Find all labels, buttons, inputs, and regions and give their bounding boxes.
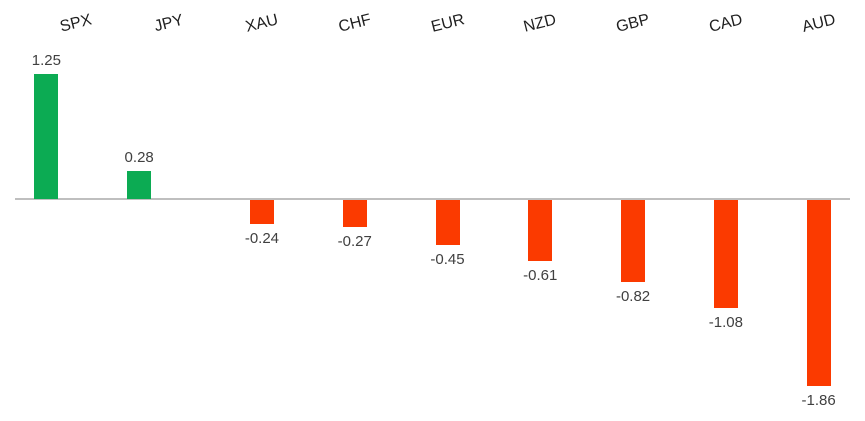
- value-label-xau: -0.24: [244, 230, 280, 247]
- category-label-chf: CHF: [336, 11, 373, 36]
- bar-xau: [249, 200, 274, 224]
- value-label-jpy: 0.28: [124, 149, 154, 166]
- value-label-gbp: -0.82: [615, 288, 651, 305]
- bar-jpy: [127, 171, 152, 199]
- bar-cad: [713, 200, 738, 308]
- value-label-aud: -1.86: [801, 392, 836, 409]
- category-label-xau: XAU: [243, 11, 280, 36]
- value-label-chf: -0.27: [337, 233, 372, 250]
- category-label-jpy: JPY: [152, 11, 186, 36]
- zero-axis-line: [15, 198, 850, 200]
- bar-spx: [34, 74, 59, 199]
- bar-eur: [435, 200, 460, 245]
- value-label-eur: -0.45: [430, 251, 465, 268]
- value-label-nzd: -0.61: [523, 267, 558, 284]
- category-label-spx: SPX: [58, 11, 94, 36]
- category-label-aud: AUD: [800, 11, 837, 36]
- category-label-cad: CAD: [707, 11, 745, 36]
- value-label-cad: -1.08: [708, 314, 743, 331]
- bar-aud: [806, 200, 831, 386]
- bar-gbp: [621, 200, 646, 282]
- value-label-spx: 1.25: [31, 52, 61, 69]
- bar-chf: [342, 200, 367, 227]
- category-label-gbp: GBP: [614, 11, 652, 36]
- category-label-eur: EUR: [428, 11, 466, 36]
- category-label-nzd: NZD: [522, 11, 559, 36]
- bar-nzd: [528, 200, 553, 261]
